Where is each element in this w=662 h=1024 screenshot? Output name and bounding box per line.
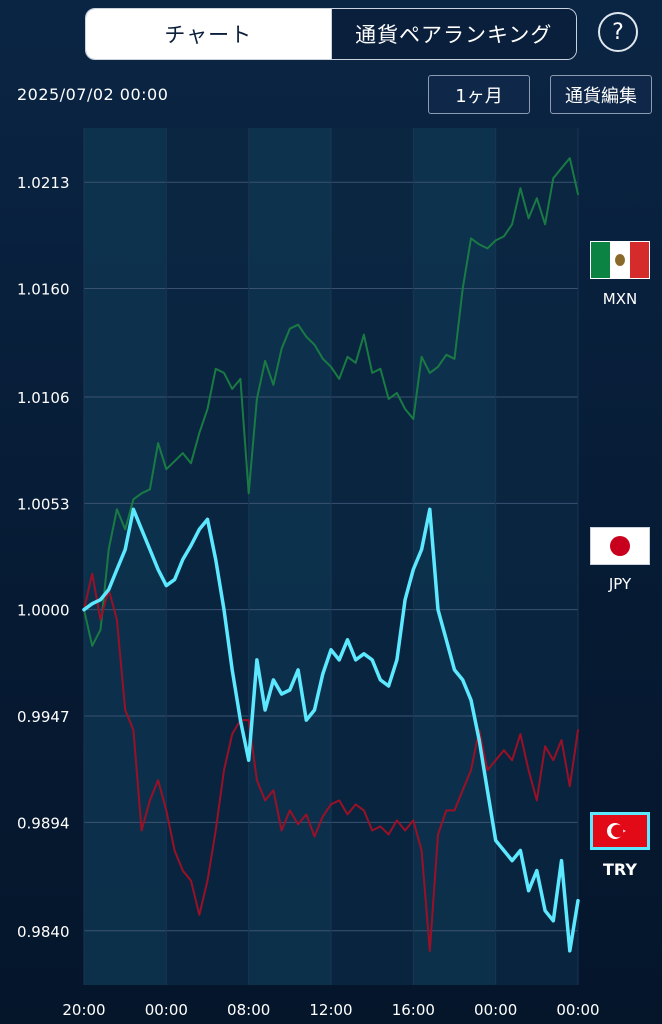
x-tick-label: 20:00	[62, 1001, 105, 1019]
y-tick-label: 1.0106	[17, 389, 70, 407]
y-tick-label: 1.0213	[17, 174, 70, 192]
legend-mxn-label: MXN	[602, 290, 638, 308]
view-switch: チャート 通貨ペアランキング	[85, 8, 577, 60]
y-axis-labels: 1.0213 1.0160 1.0106 1.0053 1.0000 0.9947 0.98…	[17, 174, 70, 941]
series-try-line	[82, 507, 580, 953]
chart-series	[82, 157, 580, 953]
y-tick-label: 0.9840	[17, 923, 70, 941]
tab-pair-ranking[interactable]: 通貨ペアランキング	[330, 9, 576, 59]
series-mxn-line	[83, 157, 579, 647]
x-tick-label: 16:00	[392, 1001, 435, 1019]
x-tick-label: 08:00	[227, 1001, 270, 1019]
time-band	[248, 128, 331, 985]
series-jpy-line	[83, 572, 579, 952]
legend-jpy[interactable]	[590, 527, 650, 565]
y-tick-label: 1.0160	[17, 281, 70, 299]
x-tick-label: 00:00	[474, 1001, 517, 1019]
x-tick-label: 12:00	[309, 1001, 352, 1019]
help-button[interactable]: ?	[598, 12, 638, 52]
x-axis-labels: 20:00 00:00 08:00 12:00 16:00 00:00 00:00	[62, 1001, 599, 1019]
turkey-flag-icon	[593, 815, 647, 847]
help-icon: ?	[612, 19, 624, 45]
y-tick-label: 1.0000	[17, 602, 70, 620]
time-band	[413, 128, 496, 985]
legend-try[interactable]	[590, 812, 650, 850]
tab-chart[interactable]: チャート	[86, 9, 331, 59]
legend-try-label: TRY	[603, 860, 637, 879]
period-button[interactable]: 1ヶ月	[428, 75, 530, 114]
x-tick-label: 00:00	[556, 1001, 599, 1019]
legend-jpy-label: JPY	[608, 575, 632, 593]
legend-mxn[interactable]	[590, 241, 650, 279]
y-tick-label: 1.0053	[17, 495, 70, 513]
y-tick-label: 0.9947	[17, 708, 70, 726]
chart-datetime: 2025/07/02 00:00	[17, 85, 169, 104]
japan-flag-icon	[610, 536, 630, 556]
currency-chart: 1.0213 1.0160 1.0106 1.0053 1.0000 0.9947 0.98…	[17, 128, 600, 1019]
x-tick-label: 00:00	[145, 1001, 188, 1019]
edit-currencies-button[interactable]: 通貨編集	[550, 75, 652, 114]
time-band	[331, 128, 414, 985]
y-tick-label: 0.9894	[17, 814, 70, 832]
mexico-flag-icon	[591, 242, 649, 278]
time-band	[166, 128, 249, 985]
time-band	[495, 128, 578, 985]
chart-grid	[83, 128, 579, 985]
time-bands	[84, 128, 578, 985]
